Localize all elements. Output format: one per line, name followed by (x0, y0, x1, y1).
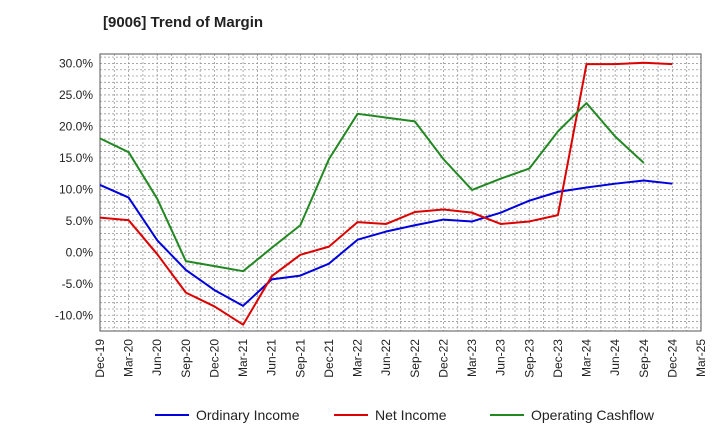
x-tick-label: Dec-22 (436, 339, 450, 378)
legend-label: Ordinary Income (196, 407, 300, 423)
x-tick-label: Dec-23 (551, 339, 565, 378)
chart-title: [9006] Trend of Margin (103, 14, 264, 31)
x-tick-label: Mar-22 (351, 339, 365, 377)
x-tick-label: Jun-23 (494, 339, 508, 376)
y-tick-label: 10.0% (59, 182, 93, 196)
x-tick-label: Jun-21 (265, 339, 279, 376)
x-tick-label: Sep-24 (637, 339, 651, 378)
series-line-net-income (99, 61, 673, 326)
x-tick-label: Sep-22 (408, 339, 422, 378)
x-tick-label: Mar-24 (580, 339, 594, 377)
y-tick-label: 15.0% (59, 151, 93, 165)
x-tick-label: Mar-20 (122, 339, 136, 377)
x-tick-label: Jun-24 (608, 339, 622, 376)
x-tick-label: Dec-20 (207, 339, 221, 378)
x-axis: Dec-19 Mar-20 Jun-20 Sep-20 Dec-20 Mar-21 Jun-… (93, 339, 708, 378)
legend: Ordinary Income Net Income Operating Cashf… (155, 407, 655, 423)
x-tick-label: Dec-24 (665, 339, 679, 378)
series-layer (99, 61, 673, 326)
y-tick-label: 0.0% (66, 245, 94, 259)
y-tick-label: 20.0% (59, 119, 93, 133)
y-tick-label: -10.0% (55, 308, 93, 322)
y-tick-label: 5.0% (66, 214, 94, 228)
x-tick-label: Mar-23 (465, 339, 479, 377)
y-tick-label: 25.0% (59, 88, 93, 102)
x-tick-label: Dec-19 (93, 339, 107, 378)
x-tick-label: Jun-20 (150, 339, 164, 376)
x-tick-label: Sep-23 (522, 339, 536, 378)
x-tick-label: Mar-25 (694, 339, 708, 377)
x-tick-label: Jun-22 (379, 339, 393, 376)
y-axis: 30.0% 25.0% 20.0% 15.0% 10.0% 5.0% 0.0% -5.0% -1… (55, 56, 93, 322)
x-tick-label: Sep-20 (179, 339, 193, 378)
series-line-ordinary-income (99, 179, 673, 307)
grid-layer (100, 54, 701, 331)
series-line-operating-cashflow (99, 102, 645, 273)
y-tick-label: 30.0% (59, 56, 93, 70)
x-tick-label: Dec-21 (322, 339, 336, 378)
x-tick-label: Mar-21 (236, 339, 250, 377)
legend-label: Operating Cashflow (531, 407, 655, 423)
y-tick-label: -5.0% (62, 277, 94, 291)
x-tick-label: Sep-21 (293, 339, 307, 378)
plot-frame (99, 53, 702, 332)
legend-label: Net Income (375, 407, 447, 423)
